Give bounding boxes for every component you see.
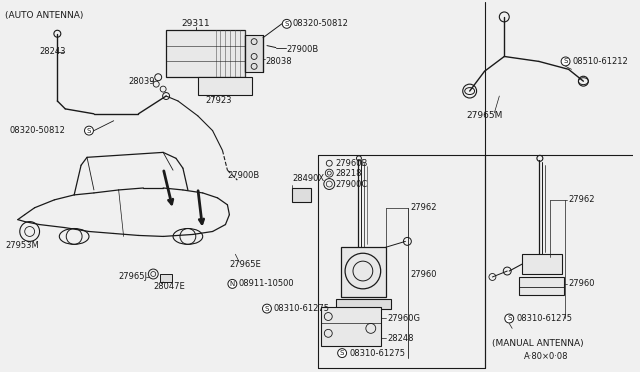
Text: 28039: 28039 <box>129 77 155 86</box>
Text: 28490X: 28490X <box>292 174 325 183</box>
Text: A·80×0·08: A·80×0·08 <box>524 352 568 360</box>
Bar <box>341 247 386 297</box>
Text: S: S <box>563 58 568 64</box>
Text: 27962: 27962 <box>568 195 595 204</box>
Bar <box>160 274 172 282</box>
Text: 08310-61275: 08310-61275 <box>274 304 330 313</box>
Text: S: S <box>340 350 344 356</box>
Text: S: S <box>265 306 269 312</box>
Text: S: S <box>87 128 91 134</box>
Text: 27960: 27960 <box>410 269 437 279</box>
Text: 27953M: 27953M <box>5 241 38 250</box>
Bar <box>245 35 263 72</box>
Text: 27923: 27923 <box>205 96 232 106</box>
Circle shape <box>84 126 93 135</box>
Bar <box>292 188 312 202</box>
Text: 27960B: 27960B <box>335 159 367 168</box>
Circle shape <box>262 304 271 313</box>
Text: 27965M: 27965M <box>467 111 502 120</box>
Bar <box>522 254 562 274</box>
Text: 28248: 28248 <box>388 334 414 343</box>
Text: 08320-50812: 08320-50812 <box>292 19 349 28</box>
Text: 27960: 27960 <box>568 279 595 288</box>
Text: S: S <box>285 21 289 27</box>
Text: (MANUAL ANTENNA): (MANUAL ANTENNA) <box>492 339 584 348</box>
Bar <box>166 30 245 77</box>
Bar <box>519 277 564 295</box>
Text: 08310-61275: 08310-61275 <box>349 349 405 357</box>
Text: 28047E: 28047E <box>153 282 185 291</box>
Text: 08310-61275: 08310-61275 <box>516 314 572 323</box>
Text: 28243: 28243 <box>40 47 66 56</box>
Text: S: S <box>507 315 511 321</box>
Text: 28038: 28038 <box>265 57 292 66</box>
Text: 08320-50812: 08320-50812 <box>10 126 66 135</box>
Text: 08911-10500: 08911-10500 <box>238 279 294 288</box>
Text: N: N <box>230 281 235 287</box>
Text: 29311: 29311 <box>182 19 210 28</box>
Text: 08510-61212: 08510-61212 <box>573 57 628 66</box>
Text: (AUTO ANTENNA): (AUTO ANTENNA) <box>5 12 83 20</box>
Text: 28218: 28218 <box>335 169 362 178</box>
Circle shape <box>561 57 570 66</box>
Text: 27900B: 27900B <box>227 171 260 180</box>
Text: 27965J: 27965J <box>118 272 148 282</box>
Bar <box>198 77 252 95</box>
Circle shape <box>228 279 237 288</box>
Text: 27965E: 27965E <box>229 260 261 269</box>
Bar <box>321 307 381 346</box>
Circle shape <box>338 349 347 357</box>
Text: 27962: 27962 <box>410 203 437 212</box>
Circle shape <box>282 19 291 28</box>
Text: 27900B: 27900B <box>287 45 319 54</box>
Bar <box>336 299 390 309</box>
Circle shape <box>505 314 514 323</box>
Text: 27900C: 27900C <box>335 180 367 189</box>
Text: 27960G: 27960G <box>388 314 420 323</box>
